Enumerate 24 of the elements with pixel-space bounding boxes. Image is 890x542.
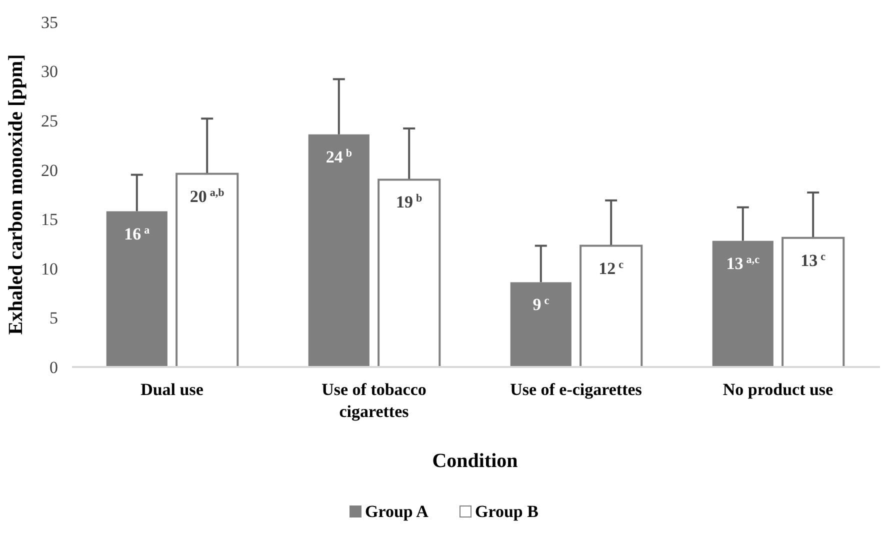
x-tick-label: Use of e-cigarettes [510,380,642,399]
x-tick-label: Dual use [140,380,204,399]
legend-label: Group B [475,502,538,521]
data-label: 12$^{c}$ [598,258,624,278]
legend-label: Group A [365,502,430,521]
data-label: 20$^{a,b}$ [190,186,224,206]
y-tick-label: 30 [41,62,58,82]
x-axis-title: Condition [432,450,518,472]
data-label: 24$^{b}$ [326,147,352,166]
data-label: 16$^{a}$ [124,224,150,244]
data-label: 19$^{b}$ [396,192,422,212]
x-tick-label: No product use [722,380,834,399]
x-tick-label: Use of tobacco cigarettes [322,380,426,421]
y-tick-label: 15 [41,210,58,230]
y-tick-label: 0 [50,358,58,377]
y-tick-label: 20 [41,160,58,180]
y-tick-label: 35 [41,12,58,32]
data-label: 9$^{c}$ [532,295,550,314]
y-tick-label: 25 [41,112,58,131]
y-tick-label: 5 [50,308,58,328]
data-label: 13$^{c}$ [800,250,826,270]
y-tick-label: 10 [41,259,58,278]
y-axis-title: Exhaled carbon monoxide [ppm] [5,54,27,335]
data-label: 13$^{a,c}$ [726,254,760,273]
